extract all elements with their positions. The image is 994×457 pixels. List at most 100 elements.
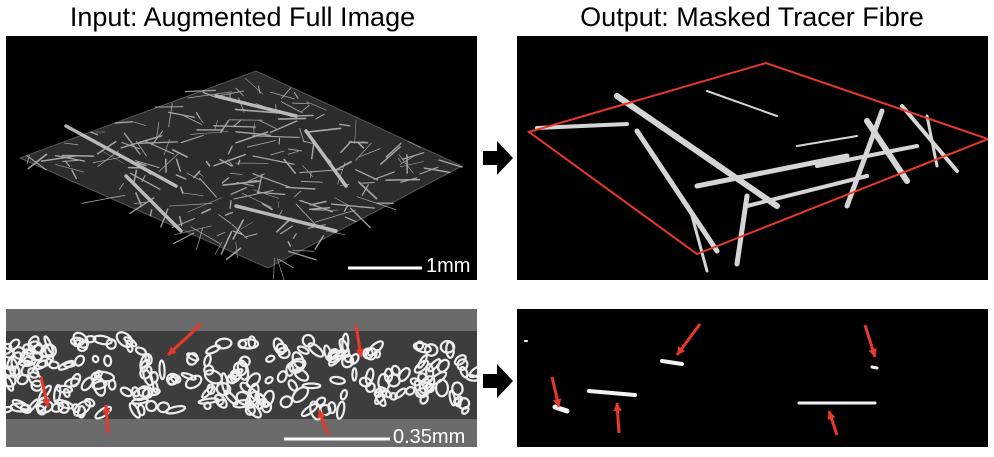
thick-fibre: [214, 94, 298, 118]
fibre-stroke: [232, 230, 243, 235]
fibre-stroke: [353, 141, 365, 144]
fibre-stroke: [291, 102, 310, 105]
fibre-cross-section: [83, 397, 96, 408]
fibre-stroke: [178, 215, 183, 227]
fibre-stroke: [308, 206, 331, 211]
fibre-stroke: [134, 201, 147, 205]
fibre-cross-section: [264, 375, 274, 385]
fibre-stroke: [205, 160, 211, 167]
fibre-cross-section: [397, 367, 411, 382]
fibre-cross-section: [423, 343, 439, 357]
fibre-stroke: [245, 77, 263, 95]
fibre-stroke: [252, 173, 291, 188]
fibre-cross-section: [457, 397, 471, 410]
tracer-fibre: [900, 104, 959, 173]
fibre-stroke: [237, 159, 241, 166]
fibre-cross-section: [362, 347, 374, 360]
fibre-cross-section: [134, 346, 147, 356]
scale-label-top: 1mm: [426, 255, 471, 277]
fibre-stroke: [280, 225, 293, 235]
fibre-stroke: [233, 189, 274, 200]
fibre-stroke: [174, 225, 212, 235]
fibre-cross-section: [427, 358, 442, 373]
fibre-stroke: [118, 183, 124, 190]
fibre-cross-section: [327, 401, 337, 415]
fibre-stroke: [302, 165, 313, 177]
fibre-stroke: [359, 148, 381, 158]
fibre-stroke: [184, 89, 216, 93]
input-title: Input: Augmented Full Image: [69, 2, 416, 32]
fibre-stroke: [235, 241, 238, 259]
fibre-stroke: [299, 127, 305, 143]
fibre-cross-section: [144, 353, 153, 366]
fibre-stroke: [54, 154, 86, 162]
fibre-stroke: [225, 247, 242, 261]
fibre-cross-section: [374, 391, 387, 408]
fibre-stroke: [293, 91, 299, 99]
thick-fibre: [304, 129, 348, 188]
fibre-stroke: [213, 153, 246, 167]
fibre-stroke: [361, 184, 369, 196]
fibre-stroke: [301, 104, 310, 112]
fibre-cross-section: [328, 351, 344, 367]
fibre-stroke: [230, 187, 247, 195]
fibre-stroke: [151, 130, 164, 146]
fibre-cross-section: [265, 354, 276, 363]
tracer-fibre: [815, 144, 919, 168]
fibre-cross-section: [180, 372, 197, 381]
fibre-stroke: [221, 177, 230, 184]
fibre-cross-section: [151, 380, 159, 394]
fibre-stroke: [285, 186, 316, 190]
fibre-cross-section: [291, 386, 310, 404]
fibre-stroke: [257, 173, 263, 195]
red-arrow-icon: [863, 324, 877, 358]
fibre-cross-section: [424, 382, 436, 394]
fibre-stroke: [278, 210, 283, 217]
fibre-stroke: [214, 241, 223, 255]
fibre-stroke: [55, 164, 84, 173]
fibre-stroke: [135, 140, 147, 157]
fibre-cross-section: [220, 372, 229, 394]
fibre-stroke: [156, 121, 160, 138]
fibre-cross-section: [245, 372, 261, 389]
fibre-stroke: [134, 160, 160, 169]
fibre-stroke: [201, 208, 212, 214]
fibre-stroke: [277, 117, 307, 120]
fibre-cross-section: [373, 349, 382, 359]
fibre-stroke: [64, 142, 79, 146]
fibre-cross-section: [91, 354, 100, 364]
fibre-stroke: [27, 153, 48, 170]
fibre-stroke: [229, 172, 243, 176]
red-arrow-icon: [39, 376, 51, 408]
fibre-stroke: [398, 154, 414, 174]
fibre-stroke: [261, 202, 273, 211]
fibre-stroke: [257, 85, 261, 94]
fibre-cross-section: [72, 338, 82, 348]
fibre-cross-section: [158, 359, 166, 381]
fibre-stroke: [407, 141, 421, 148]
fibre-stroke: [325, 230, 346, 235]
fibre-stroke: [340, 140, 352, 154]
fibre-stroke: [283, 158, 297, 175]
masked-fibre: [870, 365, 879, 370]
tracer-fibre: [535, 122, 629, 130]
red-arrow-icon: [166, 322, 203, 357]
fibre-cross-section: [277, 346, 291, 360]
fibre-cross-section: [201, 386, 214, 399]
fibre-stroke: [315, 113, 325, 120]
fibre-cross-section: [91, 380, 108, 390]
fibre-stroke: [168, 111, 196, 118]
fibre-stroke: [253, 126, 255, 137]
fibre-cross-section: [404, 386, 416, 396]
right-arrow-icon: [483, 364, 513, 398]
fibre-stroke: [136, 141, 178, 144]
fibre-stroke: [270, 150, 285, 156]
fibre-stroke: [380, 146, 401, 165]
fibre-cross-section: [31, 344, 46, 355]
fibre-cross-section: [351, 367, 358, 382]
fibre-stroke: [90, 131, 99, 136]
fibre-stroke: [344, 216, 357, 223]
fibre-stroke: [246, 140, 276, 148]
tracer-fibre: [614, 93, 780, 209]
fibre-stroke: [333, 197, 350, 207]
